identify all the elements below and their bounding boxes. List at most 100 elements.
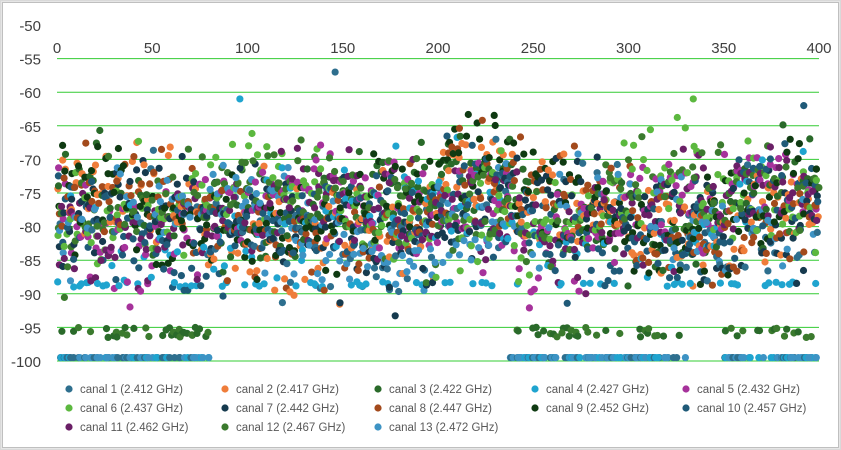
data-point [342, 195, 350, 203]
legend-marker [374, 423, 382, 431]
data-point [765, 279, 773, 287]
data-point [561, 192, 569, 200]
data-point [724, 220, 732, 228]
data-point [362, 280, 370, 288]
data-point [593, 331, 601, 339]
data-point [472, 218, 480, 226]
data-point [654, 259, 662, 267]
data-point [800, 102, 808, 110]
data-point [553, 333, 561, 341]
data-point [413, 170, 421, 178]
data-point [227, 253, 235, 261]
data-point [97, 256, 105, 265]
data-point [510, 177, 518, 185]
data-point [98, 183, 106, 191]
data-point [372, 172, 381, 180]
data-point [665, 205, 673, 213]
data-point [82, 354, 90, 362]
data-point [326, 250, 334, 258]
data-point [407, 179, 416, 187]
data-point [270, 151, 278, 159]
data-point [574, 273, 582, 282]
data-point [482, 279, 490, 287]
data-point [615, 267, 624, 275]
data-point [513, 168, 521, 176]
data-point [241, 219, 249, 227]
data-point [461, 181, 469, 189]
data-point [639, 261, 647, 269]
data-point [620, 250, 628, 258]
data-point [783, 156, 791, 165]
data-point [133, 227, 141, 236]
data-point [357, 184, 365, 192]
x-tick-label: 100 [235, 40, 260, 57]
data-point [462, 141, 470, 149]
data-point [794, 328, 802, 336]
data-point [676, 209, 685, 217]
data-point [173, 248, 181, 256]
data-point [112, 276, 120, 284]
data-point [598, 249, 607, 257]
data-point [241, 281, 249, 289]
data-point [696, 233, 704, 241]
data-point [558, 329, 566, 337]
data-point [762, 249, 770, 257]
data-point [495, 192, 503, 200]
data-point [762, 205, 770, 213]
data-point [733, 215, 741, 223]
data-point [633, 261, 641, 270]
data-point [410, 262, 418, 270]
data-point [567, 192, 576, 200]
legend-label: canal 8 (2.447 GHz) [389, 403, 492, 415]
data-point [497, 147, 505, 155]
data-point [223, 277, 231, 285]
y-tick-label: -55 [19, 52, 41, 69]
data-point [678, 280, 686, 288]
data-point [106, 204, 114, 212]
x-tick-label: 350 [711, 40, 736, 57]
data-point [614, 170, 622, 178]
data-point [130, 207, 138, 215]
data-point [759, 354, 768, 362]
data-point [292, 282, 300, 290]
data-point [720, 239, 728, 247]
data-point [146, 222, 154, 230]
data-point [177, 272, 185, 280]
data-point [519, 165, 527, 173]
data-point [55, 164, 63, 172]
data-point [756, 162, 764, 171]
data-point [155, 182, 163, 190]
data-point [812, 279, 820, 288]
data-point [54, 172, 63, 180]
data-point [646, 126, 655, 134]
data-point [729, 205, 737, 213]
data-point [406, 223, 414, 231]
data-point [188, 264, 196, 272]
data-point [559, 250, 567, 259]
data-point [661, 246, 669, 254]
data-point [779, 178, 787, 186]
data-point [391, 312, 399, 320]
data-point [747, 218, 755, 226]
data-point [60, 293, 68, 301]
data-point [593, 153, 601, 161]
data-point [546, 177, 554, 185]
data-point [627, 171, 635, 179]
data-point [330, 228, 338, 236]
data-point [133, 166, 141, 174]
data-point [621, 215, 629, 223]
data-point [488, 282, 496, 290]
data-point [164, 151, 172, 160]
data-point [610, 258, 619, 267]
data-point [653, 250, 661, 258]
data-point [786, 255, 794, 263]
data-point [563, 299, 571, 307]
data-point [391, 162, 399, 170]
data-point [604, 277, 612, 285]
data-point [452, 241, 460, 249]
data-point [772, 278, 780, 286]
data-point [59, 215, 67, 223]
data-point [331, 167, 339, 176]
data-point [492, 135, 500, 143]
data-point [415, 208, 423, 216]
